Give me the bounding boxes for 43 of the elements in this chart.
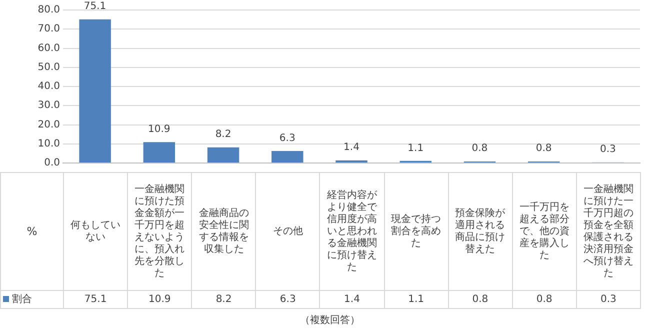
y-tick-label: 0.0 [44, 158, 60, 169]
x-tick-label: その他 [256, 172, 320, 290]
data-label: 10.9 [128, 290, 192, 308]
x-tick-label: 何もしていない [64, 172, 128, 290]
bar [207, 147, 240, 162]
annotation: 8.2 [214, 129, 232, 142]
y-tick-label: 80.0 [38, 4, 60, 16]
data-label: 0.3 [576, 290, 640, 308]
x-tick-label: 一千万円を超える部分で、他の資産を購入した [512, 172, 576, 290]
data-label: 1.4 [320, 290, 384, 308]
y-tick-label: 30.0 [38, 100, 60, 112]
x-tick-label: 金融商品の安全性に関する情報を収集した [192, 172, 256, 290]
annotation: 0.8 [470, 143, 489, 156]
x-tick-label: 経営内容がより健全で信用度が高いと思われる金融機関に預け替えた [320, 172, 384, 290]
annotation: 75.1 [82, 1, 108, 14]
annotation: 0.8 [534, 143, 553, 156]
annotation: 1.1 [406, 142, 425, 155]
annotation: 10.9 [147, 124, 172, 136]
x-tick-label: 現金で持つ割合を高めた [384, 172, 448, 290]
data-label: 6.3 [256, 290, 320, 308]
x-tick-label: 預金保険が適用される商品に預け替えた [448, 172, 512, 290]
data-label: 8.2 [192, 290, 256, 308]
data-label: 75.1 [64, 290, 128, 308]
y-tick-label: 60.0 [38, 42, 60, 54]
data-label: 0.8 [512, 290, 576, 308]
y-tick-label: 20.0 [38, 119, 60, 130]
x-tick-label: 一金融機関に預けた一千万円超の預金を全額保護される決済用預金へ預け替えた [576, 172, 640, 290]
data-label: 0.8 [448, 290, 512, 308]
y-tick-label: 70.0 [38, 24, 60, 35]
y-axis-title: % [0, 172, 64, 290]
annotation: 0.3 [598, 144, 617, 156]
y-tick-label: 40.0 [38, 81, 60, 92]
y-tick-label: 10.0 [38, 138, 60, 150]
annotation: 6.3 [278, 132, 296, 145]
y-tick-label: 50.0 [38, 62, 60, 73]
legend-label: 割合 [0, 290, 64, 308]
annotation: 1.4 [342, 142, 360, 154]
x-tick-label: 一金融機関に預けた預金金額が一千万円を超えないように、預入れ先を分散した [128, 172, 192, 290]
text: （複数回答） [299, 314, 361, 327]
bar [79, 19, 111, 162]
data-label: 1.1 [384, 290, 448, 308]
bar [143, 142, 176, 162]
bar [272, 150, 304, 162]
